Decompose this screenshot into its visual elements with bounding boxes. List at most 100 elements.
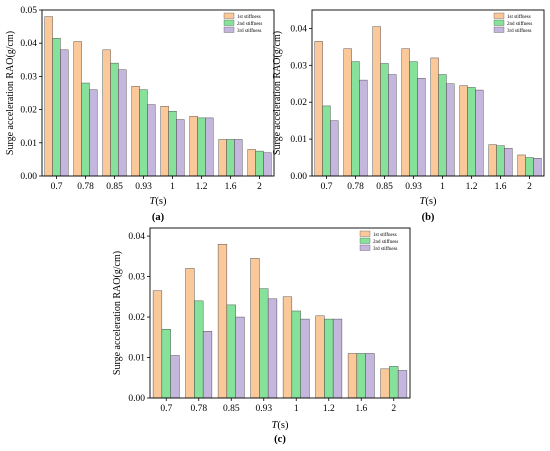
chart-panel-1: 0.7 0.78 0.85 0.93 1 1.2 1.6 2 0.00 0.01 0.02 0.03 0… bbox=[272, 9, 545, 223]
x-tick-label: 0.93 bbox=[405, 182, 422, 192]
bar-1-0-7 bbox=[517, 154, 526, 177]
x-axis-label-unit: (s) bbox=[155, 196, 167, 207]
bar-0-2-7 bbox=[263, 152, 272, 177]
bar-0-1-3 bbox=[139, 89, 148, 177]
bar-0-0-4 bbox=[160, 106, 169, 177]
bar-1-1-6 bbox=[496, 145, 505, 177]
x-tick-label: 0.7 bbox=[321, 182, 333, 192]
bar-0-0-0 bbox=[44, 16, 53, 177]
bar-1-2-5 bbox=[475, 89, 484, 177]
bar-0-0-3 bbox=[131, 86, 140, 177]
x-axis-label-symbol: T bbox=[420, 196, 427, 207]
bar-1-0-5 bbox=[459, 85, 468, 177]
bar-1-1-3 bbox=[409, 61, 418, 177]
y-axis-label: Surge acceleration RAO(g/cm) bbox=[272, 31, 283, 155]
x-axis-label: T(s) bbox=[420, 196, 437, 207]
x-axis-label-symbol: T bbox=[150, 196, 157, 207]
bar-0-0-7 bbox=[247, 149, 256, 177]
panel-caption: (b) bbox=[422, 212, 435, 223]
bar-1-1-5 bbox=[467, 87, 476, 177]
x-tick-label: 2 bbox=[527, 182, 532, 192]
legend-label: 1st stiffness bbox=[237, 15, 261, 20]
y-tick-label: 0.01 bbox=[128, 354, 145, 364]
x-tick-label: 1.6 bbox=[355, 404, 367, 414]
bar-2-2-3 bbox=[267, 298, 278, 399]
bar-1-0-3 bbox=[401, 48, 410, 177]
bar-1-2-3 bbox=[417, 78, 426, 177]
bar-0-1-6 bbox=[226, 139, 235, 177]
bar-2-0-7 bbox=[380, 368, 390, 399]
bar-2-0-3 bbox=[250, 258, 260, 399]
bar-2-1-4 bbox=[291, 310, 301, 399]
x-tick-label: 0.78 bbox=[190, 404, 207, 414]
bar-0-2-5 bbox=[205, 117, 214, 177]
legend-swatch bbox=[359, 244, 371, 251]
legend-label: 1st stiffness bbox=[373, 233, 397, 238]
y-tick-label: 0.01 bbox=[290, 135, 307, 145]
y-tick-label: 0.00 bbox=[128, 394, 145, 404]
y-tick-label: 0.03 bbox=[128, 273, 145, 283]
x-axis-label: T(s) bbox=[150, 196, 167, 207]
bar-2-0-4 bbox=[282, 296, 293, 399]
bar-1-1-1 bbox=[351, 61, 360, 177]
x-axis-label: T(s) bbox=[272, 420, 289, 431]
x-tick-label: 0.7 bbox=[51, 182, 63, 192]
bar-0-1-7 bbox=[255, 150, 264, 177]
x-tick-label: 0.78 bbox=[77, 182, 94, 192]
x-tick-label: 0.78 bbox=[347, 182, 364, 192]
bar-2-0-1 bbox=[185, 268, 195, 399]
legend-label: 3rd stiffness bbox=[507, 29, 532, 34]
bar-1-2-4 bbox=[446, 83, 455, 177]
bar-2-0-5 bbox=[315, 315, 325, 399]
y-tick-label: 0.02 bbox=[290, 98, 307, 108]
bar-2-2-0 bbox=[170, 355, 180, 399]
bar-2-2-7 bbox=[397, 370, 408, 399]
bar-2-2-2 bbox=[235, 316, 245, 399]
bar-0-2-1 bbox=[89, 89, 98, 177]
bar-2-2-1 bbox=[202, 331, 213, 399]
y-tick-label: 0.04 bbox=[128, 232, 145, 242]
legend-swatch bbox=[359, 237, 371, 244]
bar-2-1-0 bbox=[161, 328, 171, 399]
bar-1-0-1 bbox=[343, 48, 352, 177]
panel-caption: (a) bbox=[152, 212, 165, 223]
bar-1-2-7 bbox=[533, 158, 542, 177]
y-tick-label: 0.00 bbox=[20, 172, 37, 182]
x-tick-label: 0.93 bbox=[135, 182, 152, 192]
bar-0-1-0 bbox=[52, 38, 61, 177]
x-tick-label: 1.6 bbox=[495, 182, 507, 192]
y-axis-label: Surge acceleration RAO(g/cm) bbox=[5, 31, 16, 155]
legend-swatch bbox=[359, 230, 371, 237]
chart-panel-2: 0.7 0.78 0.85 0.93 1 1.2 1.6 2 0.00 0.01 0.02 0.03 0… bbox=[112, 227, 411, 445]
bar-2-2-6 bbox=[365, 353, 375, 399]
bar-0-1-4 bbox=[168, 111, 177, 177]
bar-0-2-0 bbox=[60, 49, 69, 177]
bar-1-1-0 bbox=[322, 105, 331, 177]
bar-0-2-4 bbox=[176, 119, 185, 177]
bar-0-1-5 bbox=[197, 117, 206, 177]
bar-1-2-0 bbox=[330, 120, 339, 177]
bar-0-1-1 bbox=[81, 82, 90, 177]
x-tick-label: 1 bbox=[170, 182, 175, 192]
x-tick-label: 1.2 bbox=[466, 182, 478, 192]
y-tick-label: 0.04 bbox=[20, 39, 37, 49]
bar-0-0-5 bbox=[189, 116, 198, 177]
x-tick-label: 2 bbox=[391, 404, 396, 414]
bar-2-1-2 bbox=[226, 304, 236, 399]
x-axis-label-unit: (s) bbox=[425, 196, 437, 207]
x-tick-label: 1.6 bbox=[225, 182, 237, 192]
legend-label: 2nd stiffness bbox=[373, 240, 398, 245]
x-axis-label-unit: (s) bbox=[277, 420, 289, 431]
y-axis-label: Surge acceleration RAO(g/cm) bbox=[112, 251, 123, 375]
bar-1-1-7 bbox=[525, 157, 534, 177]
legend-label: 1st stiffness bbox=[507, 15, 531, 20]
bar-2-0-2 bbox=[217, 243, 228, 399]
bar-2-0-6 bbox=[347, 353, 358, 399]
bar-0-1-2 bbox=[110, 62, 119, 177]
x-tick-label: 0.85 bbox=[106, 182, 123, 192]
bar-0-0-6 bbox=[218, 139, 227, 177]
bar-2-1-3 bbox=[259, 288, 269, 399]
bar-2-1-7 bbox=[389, 366, 399, 399]
bar-1-0-2 bbox=[372, 26, 381, 177]
